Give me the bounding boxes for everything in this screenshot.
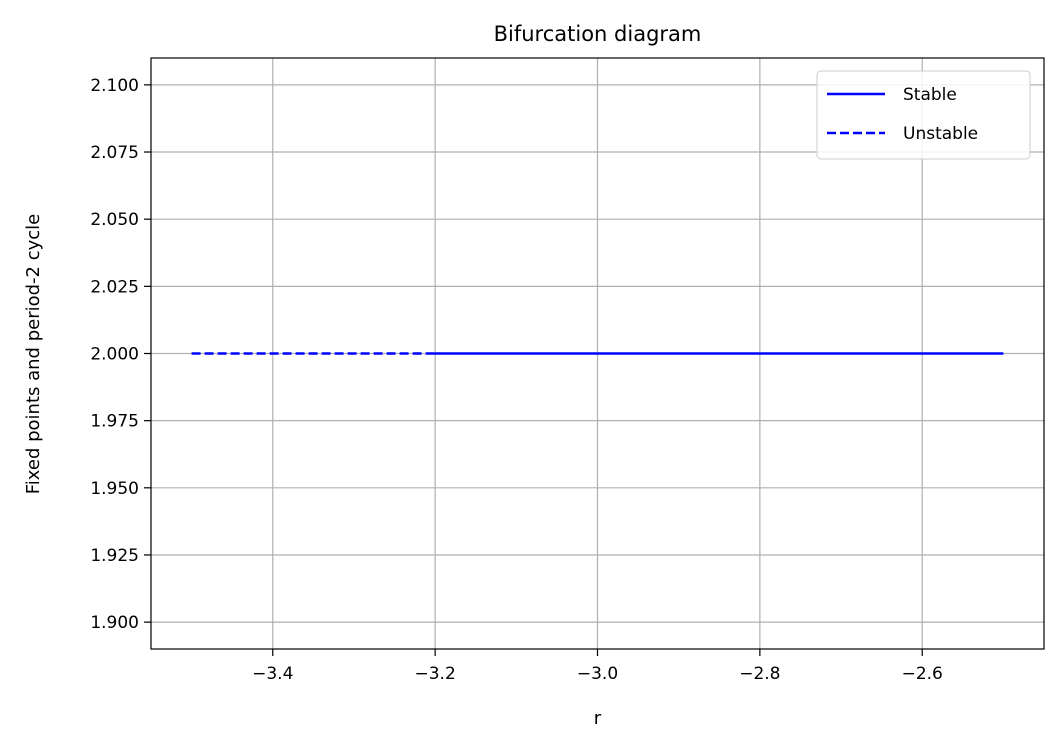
- legend-label-stable: Stable: [903, 85, 957, 105]
- x-tick-label: −3.4: [252, 664, 293, 684]
- x-tick-label: −3.0: [577, 664, 618, 684]
- y-tick-label: 2.025: [90, 277, 139, 297]
- legend: Stable Unstable: [816, 70, 1031, 160]
- x-axis-label: r: [594, 708, 602, 729]
- x-tick-label: −2.8: [739, 664, 780, 684]
- y-axis-label: Fixed points and period-2 cycle: [23, 214, 44, 495]
- axis-ticks: −3.4 −3.2 −3.0 −2.8 −2.6 1.900 1.925 1.950 1.975…: [90, 76, 943, 684]
- y-tick-label: 2.100: [90, 76, 139, 96]
- y-tick-label: 1.900: [90, 613, 139, 633]
- y-tick-label: 1.925: [90, 546, 139, 566]
- y-tick-label: 1.950: [90, 479, 139, 499]
- x-tick-label: −2.6: [902, 664, 943, 684]
- y-tick-label: 1.975: [90, 412, 139, 432]
- y-tick-label: 2.075: [90, 143, 139, 163]
- chart-title: Bifurcation diagram: [494, 22, 702, 46]
- legend-label-unstable: Unstable: [903, 124, 978, 144]
- x-tick-label: −3.2: [414, 664, 455, 684]
- y-tick-label: 2.000: [90, 345, 139, 365]
- y-tick-label: 2.050: [90, 210, 139, 230]
